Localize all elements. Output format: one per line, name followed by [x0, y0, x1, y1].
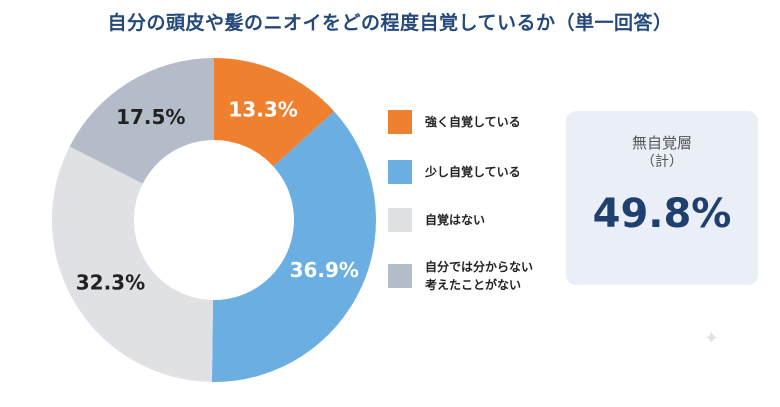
legend-item-somewhat-aware: 少し自覚している	[388, 160, 521, 184]
legend-swatch	[388, 160, 412, 184]
legend-swatch	[388, 208, 412, 232]
sparkle-icon: ✦	[704, 328, 720, 349]
legend-label: 強く自覚している	[425, 115, 521, 129]
summary-card: 無自覚層 （計） 49.8%	[566, 111, 758, 285]
legend-label: 少し自覚している	[425, 165, 521, 179]
slice-somewhat-aware	[211, 111, 377, 382]
legend-swatch	[388, 110, 412, 134]
donut-chart: 13.3% 36.9% 32.3% 17.5%	[51, 58, 377, 382]
summary-label: 無自覚層	[631, 134, 692, 152]
legend-label: 自覚はない	[425, 213, 486, 227]
slice-value-label: 32.3%	[76, 271, 145, 295]
summary-value: 49.8%	[592, 191, 732, 237]
slice-value-label: 36.9%	[290, 258, 359, 282]
legend-item-not-aware: 自覚はない	[388, 208, 485, 232]
legend-label: 自分では分からない 考えたことがない	[425, 260, 534, 292]
slice-not-aware	[51, 146, 213, 382]
slice-value-label: 13.3%	[228, 97, 297, 121]
chart-title: 自分の頭皮や髪のニオイをどの程度自覚しているか（単一回答）	[107, 12, 673, 34]
legend-swatch	[388, 264, 412, 288]
slice-unsure	[69, 58, 214, 184]
slice-value-label: 17.5%	[116, 105, 185, 129]
legend-item-unsure: 自分では分からない 考えたことがない	[388, 258, 533, 294]
summary-sublabel: （計）	[641, 154, 683, 170]
slice-strongly-aware	[214, 58, 335, 167]
legend-item-strongly-aware: 強く自覚している	[388, 110, 521, 134]
